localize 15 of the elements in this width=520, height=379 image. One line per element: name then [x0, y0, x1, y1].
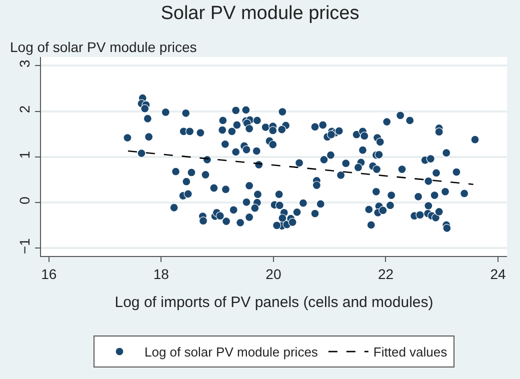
x-tick-label: 18: [153, 266, 170, 282]
chart-title: Solar PV module prices: [160, 2, 360, 24]
legend-label: Log of solar PV module prices: [144, 344, 318, 360]
x-tick-label: 24: [490, 266, 506, 282]
y-axis-title: Log of solar PV module prices: [10, 39, 197, 55]
x-axis-title: Log of imports of PV panels (cells and modules): [114, 294, 434, 311]
x-tick-label: 20: [266, 266, 282, 282]
y-tick-label: 2: [16, 105, 32, 114]
y-tick-label: 1: [16, 150, 32, 159]
x-tick-label: 16: [41, 266, 57, 282]
y-tick-label: −1: [16, 238, 32, 254]
y-tick-label: 3: [16, 59, 32, 68]
y-tick-label: 0: [16, 196, 32, 204]
x-tick-label: 22: [378, 266, 394, 282]
legend-label: Fitted values: [373, 344, 448, 360]
